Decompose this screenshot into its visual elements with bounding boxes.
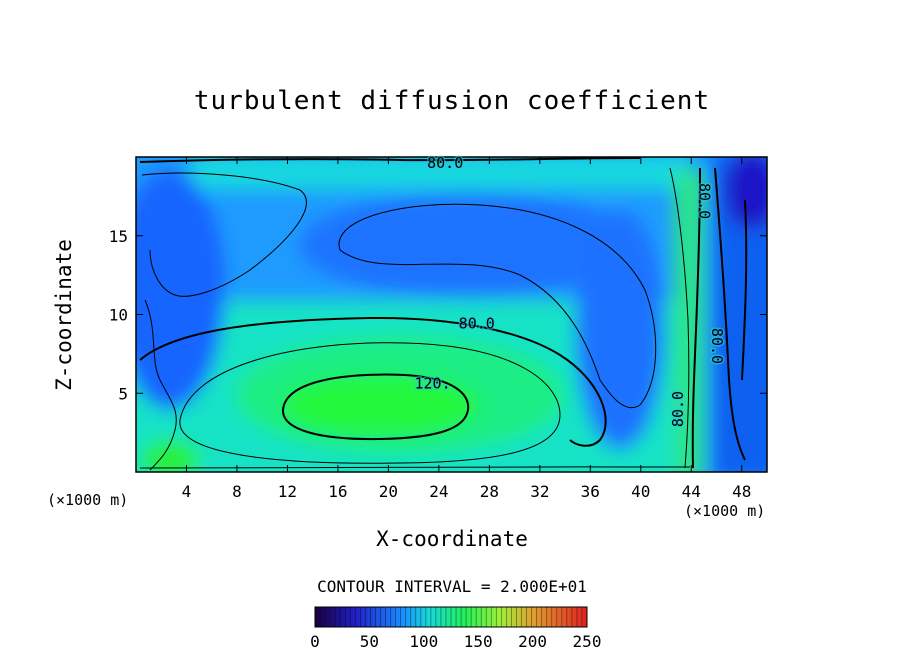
x-tick-label: 8 <box>232 482 242 501</box>
x-tick-label: 4 <box>182 482 192 501</box>
contour-label: 80.0 <box>669 391 687 427</box>
x-ticks: 4 8 12 16 20 24 28 32 36 40 44 48 <box>182 157 751 501</box>
x-tick-label: 24 <box>429 482 448 501</box>
contour-label: 80.0 <box>427 154 463 172</box>
x-tick-label: 32 <box>530 482 549 501</box>
x-tick-label: 28 <box>480 482 499 501</box>
colorbar-tick-label: 100 <box>409 632 438 651</box>
y-tick-label: 15 <box>109 227 128 246</box>
contour-interval: CONTOUR INTERVAL = 2.000E+01 <box>317 577 587 596</box>
x-tick-label: 44 <box>682 482 701 501</box>
y-tick-label: 10 <box>109 306 128 325</box>
field-right-blue <box>575 210 665 450</box>
contour-label: 120. <box>415 374 451 392</box>
contour-right-2 <box>714 167 746 461</box>
field-top-band <box>190 157 690 190</box>
x-axis-label: X-coordinate <box>376 527 528 551</box>
y-axis-label: Z-coordinate <box>52 239 76 391</box>
contour-left-2 <box>144 299 177 471</box>
contour-lines <box>139 157 748 471</box>
x-tick-label: 40 <box>631 482 650 501</box>
field-left-blue <box>136 170 225 410</box>
chart-title: turbulent diffusion coefficient <box>193 86 711 116</box>
x-unit-label: (×1000 m) <box>684 502 766 520</box>
contour-80-vertical <box>691 167 701 469</box>
contour-120 <box>281 373 470 441</box>
contour-right-3 <box>741 199 748 381</box>
x-tick-label: 20 <box>379 482 398 501</box>
contour-field <box>136 157 767 472</box>
contour-60-upper <box>338 203 657 408</box>
contour-80-top <box>139 157 641 163</box>
y-unit-label: (×1000 m) <box>47 491 129 509</box>
contour-100 <box>179 342 561 464</box>
colorbar-tick-label: 50 <box>360 632 379 651</box>
colorbar-ticks: 0 50 100 150 200 250 <box>310 632 601 651</box>
colorbar: 0 50 100 150 200 250 <box>310 606 601 651</box>
colorbar-tick-label: 0 <box>310 632 320 651</box>
x-tick-label: 16 <box>328 482 347 501</box>
colorbar-fill <box>314 606 588 628</box>
x-tick-label: 48 <box>732 482 751 501</box>
contour-label: 80.0 <box>708 328 726 364</box>
contour-left-1 <box>141 172 307 297</box>
contour-right-1 <box>669 167 690 469</box>
contour-labels: 80.0 80.0 120. 80.0 80.0 80.0 <box>413 152 728 428</box>
y-ticks: 5 10 15 <box>109 227 767 403</box>
contour-80-main <box>139 316 607 447</box>
colorbar-tick-label: 200 <box>518 632 547 651</box>
colorbar-tick-label: 250 <box>573 632 602 651</box>
y-tick-label: 5 <box>118 384 128 403</box>
field-bottom-left <box>140 440 200 472</box>
contour-label: 80.0 <box>695 183 713 219</box>
x-tick-label: 36 <box>581 482 600 501</box>
field-bright-core <box>280 375 480 435</box>
x-tick-label: 12 <box>278 482 297 501</box>
field-corner-dark <box>724 157 767 230</box>
colorbar-stripes <box>319 607 583 627</box>
colorbar-tick-label: 150 <box>464 632 493 651</box>
contour-label: 80.0 <box>459 314 495 332</box>
